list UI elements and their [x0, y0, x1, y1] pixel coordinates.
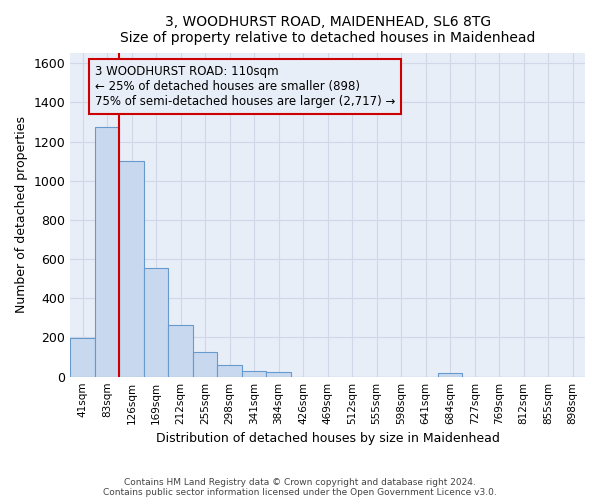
Y-axis label: Number of detached properties: Number of detached properties	[15, 116, 28, 314]
Bar	[95, 128, 119, 376]
X-axis label: Distribution of detached houses by size in Maidenhead: Distribution of detached houses by size …	[156, 432, 500, 445]
Text: 3 WOODHURST ROAD: 110sqm
← 25% of detached houses are smaller (898)
75% of semi-: 3 WOODHURST ROAD: 110sqm ← 25% of detach…	[95, 65, 395, 108]
Text: Contains HM Land Registry data © Crown copyright and database right 2024.
Contai: Contains HM Land Registry data © Crown c…	[103, 478, 497, 497]
Bar	[438, 373, 463, 376]
Bar	[119, 161, 144, 376]
Bar	[217, 365, 242, 376]
Bar	[266, 372, 291, 376]
Bar	[169, 324, 193, 376]
Title: 3, WOODHURST ROAD, MAIDENHEAD, SL6 8TG
Size of property relative to detached hou: 3, WOODHURST ROAD, MAIDENHEAD, SL6 8TG S…	[120, 15, 535, 45]
Bar	[193, 352, 217, 376]
Bar	[70, 338, 95, 376]
Bar	[144, 268, 169, 376]
Bar	[242, 371, 266, 376]
